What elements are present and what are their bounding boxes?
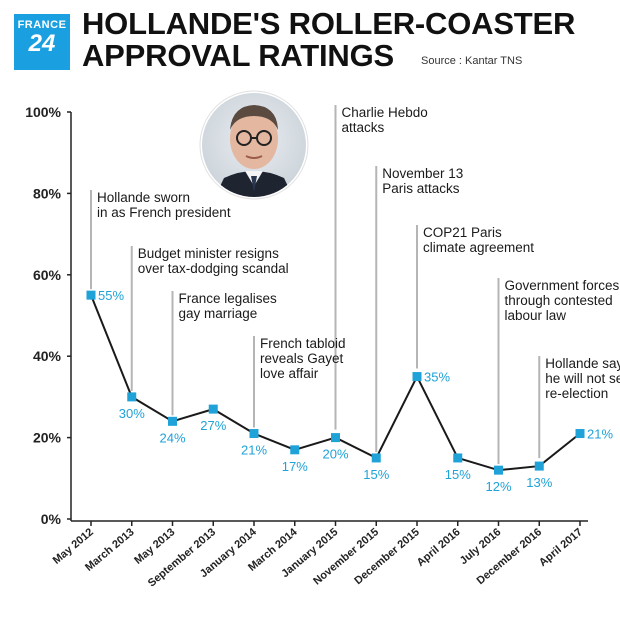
event-annotations: Hollande sworn in as French president Budg… <box>97 105 620 401</box>
annotation-line: Government forces <box>505 278 620 293</box>
y-axis: 0% 20% 40% 60% 80% 100% <box>25 104 72 527</box>
annotation-line: Hollande says <box>545 356 620 371</box>
annotation-text: Government forces through contested labour… <box>505 278 620 323</box>
annotation-text: French tabloid reveals Gayet love affair <box>260 336 346 381</box>
annotation-line: attacks <box>342 120 385 135</box>
annotation-text: Budget minister resigns over tax-dodging … <box>138 246 289 276</box>
x-tick-label: April 2017 <box>537 526 585 569</box>
data-point <box>86 290 96 300</box>
value-label: 17% <box>282 459 308 474</box>
value-label: 15% <box>363 467 389 482</box>
data-point <box>290 445 300 455</box>
chart-title: HOLLANDE'S ROLLER-COASTER APPROVAL RATIN… <box>82 8 612 72</box>
annotation-text: France legalises gay marriage <box>179 291 278 321</box>
data-point <box>534 461 544 471</box>
annotation-line: over tax-dodging scandal <box>138 261 289 276</box>
annotation-text: Hollande sworn in as French president <box>97 190 231 220</box>
data-point <box>494 465 503 475</box>
y-tick-label: 100% <box>25 104 61 120</box>
annotation-line: COP21 Paris <box>423 225 502 240</box>
france24-logo: FRANCE 24 <box>14 14 70 70</box>
value-label: 30% <box>119 406 145 421</box>
value-label: 27% <box>200 418 226 433</box>
source-note: Source : Kantar TNS <box>421 55 523 67</box>
y-tick-label: 60% <box>33 267 62 283</box>
annotation-text: Hollande sayshe will not seekre-election <box>545 356 620 401</box>
value-label: 21% <box>241 443 267 458</box>
data-point <box>412 372 422 382</box>
annotation-line: re-election <box>545 386 608 401</box>
data-point <box>249 429 259 439</box>
value-label: 35% <box>424 370 450 385</box>
annotation-stems <box>90 105 541 465</box>
annotation-line: Hollande sworn <box>97 190 190 205</box>
logo-text-number: 24 <box>28 30 56 57</box>
value-label: 12% <box>485 479 511 494</box>
x-tick-label: April 2016 <box>415 526 463 569</box>
x-tick-label: September 2013 <box>146 526 218 589</box>
annotation-line: love affair <box>260 366 319 381</box>
value-label: 21% <box>587 427 613 442</box>
value-label: 13% <box>526 475 552 490</box>
value-label: 55% <box>98 288 124 303</box>
y-tick-label: 80% <box>33 185 62 201</box>
data-point <box>371 453 381 463</box>
data-point <box>575 429 585 439</box>
data-point <box>168 416 177 426</box>
annotation-line: in as French president <box>97 205 231 220</box>
annotation-line: Paris attacks <box>382 181 460 196</box>
data-point <box>453 453 463 463</box>
annotation-text: COP21 Paris climate agreement <box>423 225 534 255</box>
annotation-text: November 13 Paris attacks <box>382 166 463 196</box>
data-point <box>127 392 137 402</box>
y-tick-label: 20% <box>33 430 62 446</box>
title-line-2: APPROVAL RATINGS <box>82 38 394 73</box>
value-label: 24% <box>159 430 185 445</box>
title-line-1: HOLLANDE'S ROLLER-COASTER <box>82 6 576 41</box>
value-label: 20% <box>322 447 348 462</box>
y-tick-label: 40% <box>33 348 62 364</box>
annotation-line: climate agreement <box>423 240 534 255</box>
data-point <box>331 433 340 443</box>
logo-text-top: FRANCE <box>17 19 67 31</box>
annotation-line: through contested <box>505 293 613 308</box>
annotation-line: gay marriage <box>179 306 258 321</box>
approval-series <box>86 290 585 475</box>
portrait-photo-icon <box>199 90 309 200</box>
annotation-text: Charlie Hebdo attacks <box>342 105 428 135</box>
annotation-line: reveals Gayet <box>260 351 344 366</box>
annotation-line: Charlie Hebdo <box>342 105 428 120</box>
annotation-line: he will not seek <box>545 371 620 386</box>
value-label: 15% <box>445 467 471 482</box>
annotation-line: France legalises <box>179 291 278 306</box>
y-tick-label: 0% <box>41 511 62 527</box>
annotation-line: labour law <box>505 308 567 323</box>
data-labels: 55% 30% 24% 27% 21% 17% 20% 15% 35% 15% 12% 13% 21% <box>98 288 613 494</box>
annotation-line: Budget minister resigns <box>138 246 279 261</box>
annotation-line: French tabloid <box>260 336 346 351</box>
annotation-line: November 13 <box>382 166 463 181</box>
data-point <box>208 404 218 414</box>
